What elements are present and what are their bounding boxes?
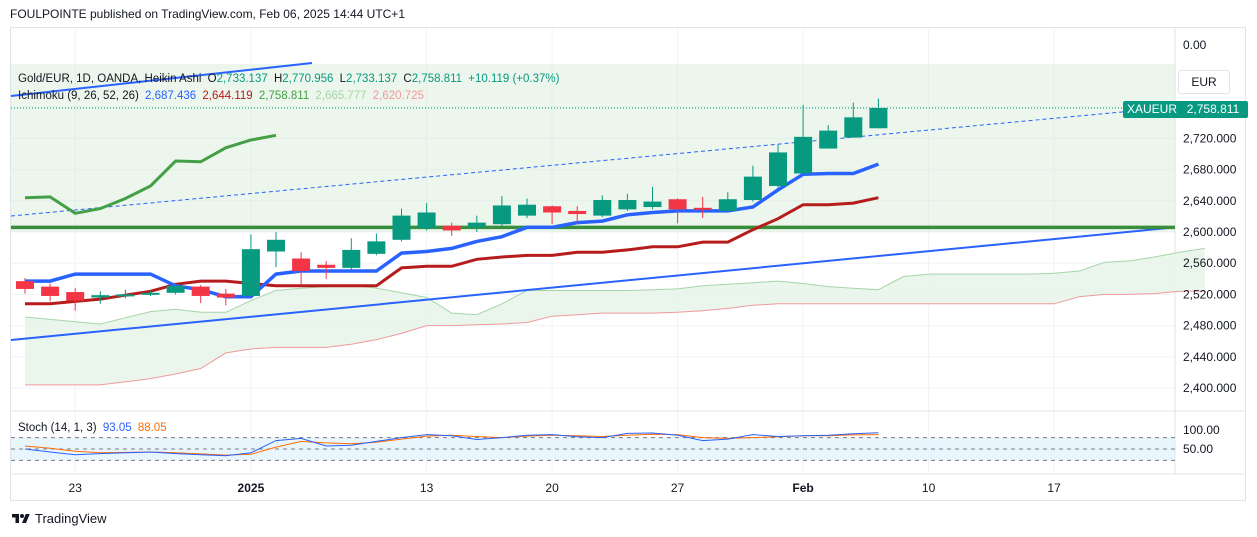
tradingview-brand: TradingView: [35, 511, 107, 526]
currency-selector[interactable]: EUR: [1178, 70, 1230, 94]
time-axis-label: 20: [545, 481, 559, 495]
chart-frame: [10, 27, 1246, 501]
ohlc-low-key: L: [339, 73, 347, 85]
ohlc-open-value: 2,733.137: [216, 73, 268, 85]
price-axis-label: 2,560.000: [1183, 256, 1237, 270]
candle-body: [166, 285, 185, 293]
time-axis-label: 23: [69, 481, 83, 495]
candle-body: [41, 286, 60, 296]
candle-body: [643, 201, 662, 208]
ichimoku-chikou-value: 2,758.811: [258, 90, 310, 102]
candle-body: [66, 292, 85, 301]
ichimoku-kijun-value: 2,644.119: [202, 90, 253, 102]
time-axis-label: 2025: [238, 481, 265, 495]
candle-body: [794, 136, 813, 174]
price-axis-label: 2,680.000: [1183, 163, 1237, 177]
channel-lower-line: [10, 226, 1176, 341]
candle-body: [668, 199, 687, 210]
ohlc-high-key: H: [273, 73, 283, 85]
tradingview-logo-icon: [12, 513, 30, 523]
ichimoku-label: Ichimoku (9, 26, 52, 26): [18, 90, 139, 102]
time-axis-label: 10: [922, 481, 936, 495]
price-axis-label: 0.00: [1183, 38, 1207, 52]
time-axis-label: Feb: [792, 481, 813, 495]
candle-body: [869, 107, 888, 129]
time-axis-label: 17: [1047, 481, 1061, 495]
candle-body: [216, 293, 235, 298]
ichimoku-legend[interactable]: Ichimoku (9, 26, 52, 26) 2,687.436 2,644…: [18, 90, 427, 102]
candle-body: [442, 225, 461, 231]
stoch-k-line: [24, 432, 879, 457]
ohlc-close-key: C: [403, 73, 412, 85]
candle-body: [718, 199, 737, 211]
price-axis-label: 2,640.000: [1183, 194, 1237, 208]
tradingview-footer[interactable]: TradingView: [10, 511, 107, 526]
stoch-label: Stoch (14, 1, 3): [18, 422, 97, 434]
candle-body: [492, 205, 511, 225]
price-axis-label: 2,440.000: [1183, 350, 1237, 364]
candle-body: [141, 292, 160, 295]
candle-body: [769, 152, 787, 186]
candle-body: [693, 207, 712, 210]
stoch-k-value: 93.05: [102, 422, 132, 434]
ohlc-close-value: 2,758.811: [411, 73, 463, 85]
ichimoku-span-b-line: [25, 290, 1205, 386]
symbol-name: Gold/EUR, 1D, OANDA, Heikin Ashi: [18, 73, 202, 85]
change-value: +10.119 (+0.37%): [468, 73, 560, 85]
price-axis-label: 2,520.000: [1183, 287, 1237, 301]
ichimoku-tenkan-value: 2,687.436: [145, 90, 197, 102]
ichimoku-chikou-line: [24, 133, 277, 215]
candle-body: [367, 241, 386, 254]
ohlc-open-key: O: [207, 73, 217, 85]
price-axis-label: 2,480.000: [1183, 319, 1237, 333]
candle-body: [593, 200, 612, 216]
candle-body: [241, 249, 260, 296]
candle-body: [743, 176, 762, 201]
candle-body: [342, 249, 361, 268]
channel-mid-dashed-line: [10, 106, 1176, 217]
stoch-d-value: 88.05: [137, 422, 167, 434]
candle-body: [543, 206, 562, 213]
price-axis-label: 2,400.000: [1183, 381, 1237, 395]
symbol-price-tag: XAUEUR: [1123, 101, 1182, 118]
candle-body: [392, 215, 411, 240]
stoch-band: [11, 437, 1175, 461]
candle-body: [267, 239, 285, 252]
ichimoku-span-b-value: 2,620.725: [372, 90, 424, 102]
symbol-legend[interactable]: Gold/EUR, 1D, OANDA, Heikin Ashi O2,733.…: [18, 73, 562, 85]
last-price-tag: 2,758.811: [1178, 101, 1248, 118]
candle-body: [417, 212, 436, 229]
ohlc-low-value: 2,733.137: [346, 73, 398, 85]
candle-body: [618, 200, 637, 210]
channel-upper-line: [10, 62, 313, 97]
stoch-axis-label: 100.00: [1183, 423, 1220, 437]
candle-body: [292, 258, 311, 271]
candle-body: [568, 210, 587, 215]
candle-body: [16, 281, 34, 289]
ichimoku-cloud: [25, 248, 1205, 385]
price-axis-label: 2,600.000: [1183, 225, 1237, 239]
candle-body: [467, 222, 486, 228]
candle-body: [91, 295, 110, 298]
range-zone: [11, 64, 1175, 232]
candle-body: [844, 117, 863, 138]
ohlc-high-value: 2,770.956: [282, 73, 334, 85]
candle-body: [191, 286, 210, 296]
stoch-axis-label: 50.00: [1183, 442, 1213, 456]
ichimoku-span-a-value: 2,665.777: [315, 90, 367, 102]
candle-body: [819, 130, 838, 149]
candle-body: [116, 294, 135, 297]
time-axis-label: 27: [671, 481, 685, 495]
stoch-legend[interactable]: Stoch (14, 1, 3) 93.05 88.05: [18, 422, 170, 434]
candle-body: [518, 204, 536, 216]
publish-header: FOULPOINTE published on TradingView.com,…: [10, 7, 405, 21]
candle-body: [317, 264, 336, 268]
time-axis-label: 13: [420, 481, 434, 495]
price-axis-label: 2,720.000: [1183, 131, 1237, 145]
ichimoku-span-a-line: [24, 247, 1205, 325]
